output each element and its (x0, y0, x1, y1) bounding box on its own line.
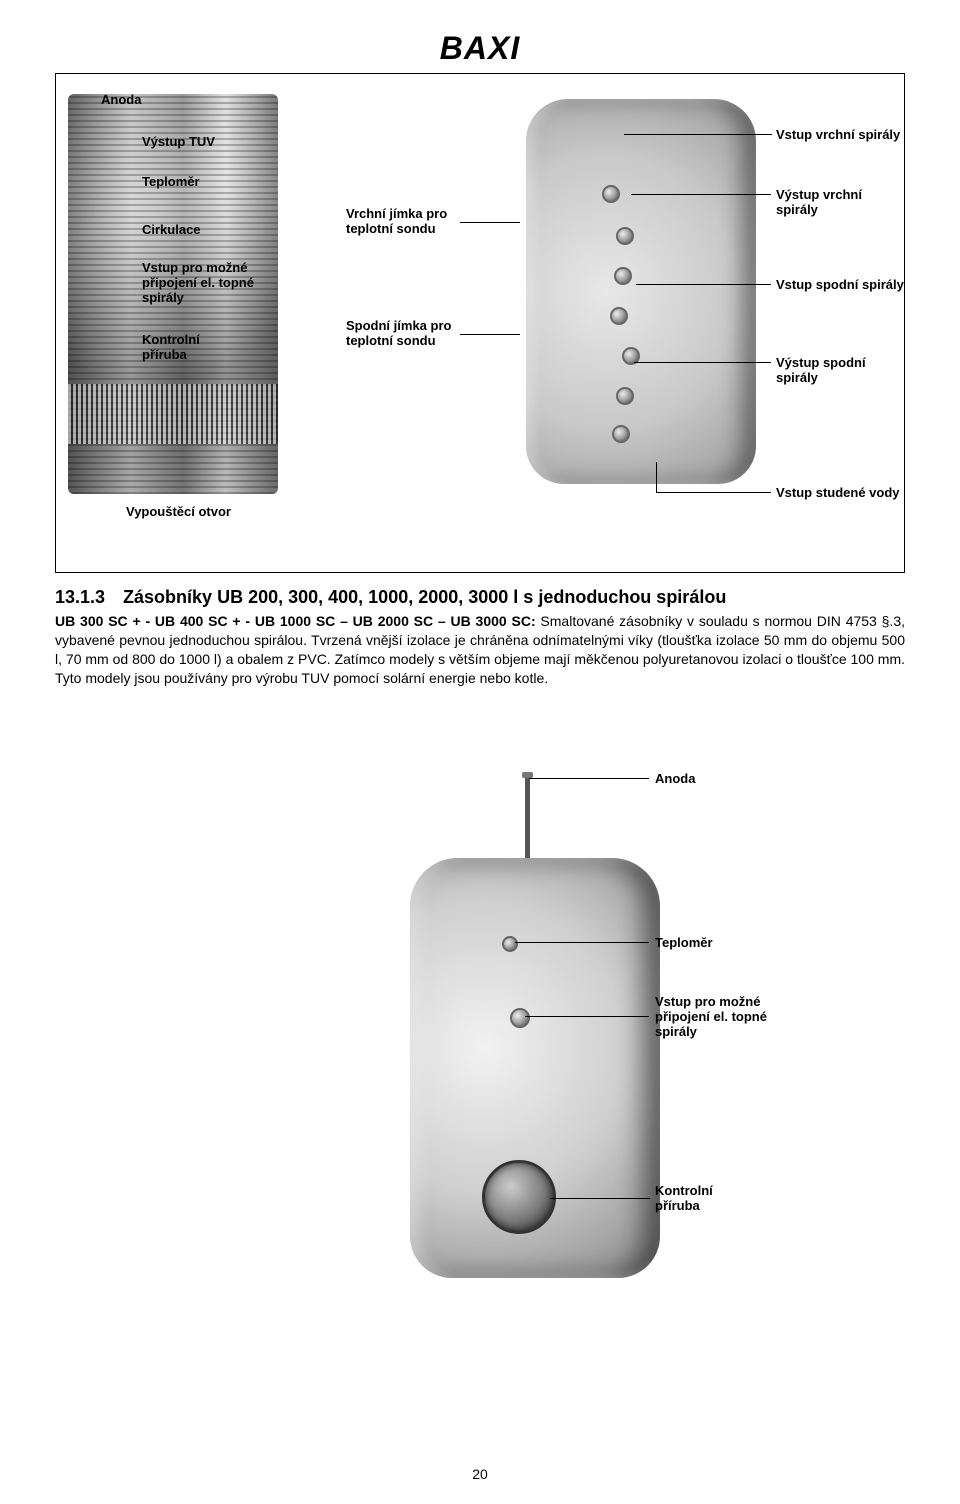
leader-line (656, 462, 657, 492)
label-kontrolni-2: Kontrolní příruba (655, 1183, 713, 1213)
brand-logo: BAXI (55, 30, 905, 67)
leader-line (634, 362, 771, 363)
leader-line (525, 1016, 649, 1017)
tank-port (616, 227, 634, 245)
section-heading: 13.1.3 Zásobníky UB 200, 300, 400, 1000,… (55, 587, 905, 608)
text: připojení el. topné (655, 1009, 767, 1024)
tank-port (502, 936, 518, 952)
tank-image (526, 99, 756, 484)
text: spirály (655, 1024, 697, 1039)
label-anoda-2: Anoda (655, 771, 695, 786)
label-vystup-tuv: Výstup TUV (142, 134, 215, 149)
leader-line (515, 942, 649, 943)
text: připojení el. topné (142, 275, 254, 290)
text: Vrchní jímka pro (346, 206, 447, 221)
anode-rod (525, 776, 530, 861)
label-vstup-studene: Vstup studené vody (776, 485, 900, 500)
text: příruba (142, 347, 187, 362)
label-vstup-pripojeni: Vstup pro možné připojení el. topné spir… (142, 260, 254, 305)
label-vystup-vrchni: Výstup vrchní spirály (776, 187, 904, 217)
leader-line (529, 778, 649, 779)
leader-line (631, 194, 771, 195)
tank-port (616, 387, 634, 405)
label-cirkulace: Cirkulace (142, 222, 201, 237)
tank-hatch (482, 1160, 556, 1234)
label-spodni-jimka: Spodní jímka pro teplotní sondu (346, 318, 451, 348)
leader-line (550, 1198, 650, 1199)
text: teplotní sondu (346, 333, 436, 348)
label-vystup-spodni: Výstup spodní spirály (776, 355, 904, 385)
label-vstup-2: Vstup pro možné připojení el. topné spir… (655, 994, 767, 1039)
leader-line (460, 334, 520, 335)
tank-port (602, 185, 620, 203)
label-kontrolni: Kontrolní příruba (142, 332, 200, 362)
label-vrchni-jimka: Vrchní jímka pro teplotní sondu (346, 206, 447, 236)
text: Spodní jímka pro (346, 318, 451, 333)
page-number: 20 (0, 1466, 960, 1482)
text: příruba (655, 1198, 700, 1213)
para-bold: UB 300 SC + - UB 400 SC + - UB 1000 SC –… (55, 613, 536, 629)
leader-line (636, 284, 771, 285)
leader-line (656, 492, 771, 493)
label-vstup-spodni: Vstup spodní spirály (776, 277, 904, 292)
tank-port (610, 307, 628, 325)
tank-port (612, 425, 630, 443)
text: Kontrolní (142, 332, 200, 347)
tank2-image (410, 858, 660, 1278)
text: Vstup pro možné (655, 994, 760, 1009)
tank-port (614, 267, 632, 285)
text: spirály (142, 290, 184, 305)
label-anoda: Anoda (101, 92, 141, 107)
diagram-bottom: Anoda Teploměr Vstup pro možné připojení… (55, 718, 905, 1338)
text: teplotní sondu (346, 221, 436, 236)
text: Vstup pro možné (142, 260, 247, 275)
leader-line (624, 134, 772, 135)
diagram-top-box: Anoda Výstup TUV Teploměr Cirkulace Vstu… (55, 73, 905, 573)
label-vstup-vrchni: Vstup vrchní spirály (776, 127, 900, 142)
body-paragraph: UB 300 SC + - UB 400 SC + - UB 1000 SC –… (55, 612, 905, 688)
text: Kontrolní (655, 1183, 713, 1198)
label-vypousteci: Vypouštěcí otvor (126, 504, 231, 519)
label-teplomer-2: Teploměr (655, 935, 713, 950)
label-teplomer: Teploměr (142, 174, 200, 189)
leader-line (460, 222, 520, 223)
tank-port (510, 1008, 530, 1028)
